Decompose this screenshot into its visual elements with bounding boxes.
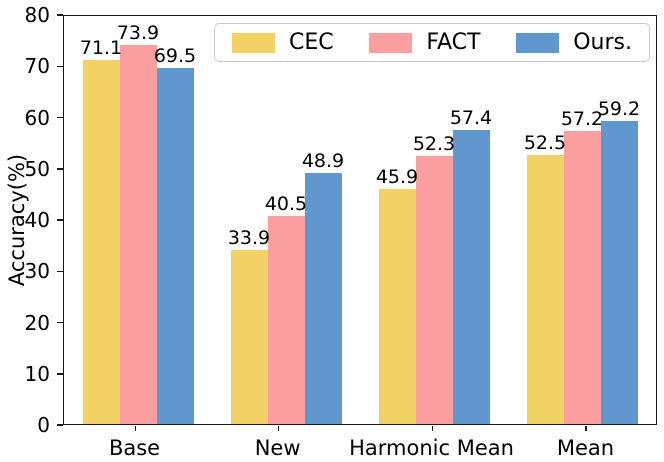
bar-value-label: 33.9 xyxy=(227,227,271,250)
bar-fact xyxy=(119,45,157,424)
bar-value-label: 57.4 xyxy=(449,106,493,129)
y-tick-mark xyxy=(57,65,63,67)
legend-label: CEC xyxy=(289,30,334,55)
y-tick-mark xyxy=(57,321,63,324)
legend-item-ours: Ours. xyxy=(516,30,632,55)
bar-value-label: 71.1 xyxy=(79,36,123,59)
legend-label: FACT xyxy=(426,30,481,55)
bar-cec xyxy=(230,250,268,424)
y-axis: 0 10 20 30 40 50 60 70 80 xyxy=(0,3,63,437)
bar-column: 45.9 xyxy=(375,165,419,424)
legend-swatch xyxy=(232,32,275,53)
bar-ours xyxy=(600,120,638,424)
bar-value-label: 52.5 xyxy=(523,131,567,154)
bar-value-label: 69.5 xyxy=(153,44,197,67)
bar-value-label: 59.2 xyxy=(597,97,641,120)
y-tick-label: 70 xyxy=(24,54,50,79)
y-tick-label: 60 xyxy=(24,105,50,130)
bar-fact xyxy=(415,155,453,424)
x-tick-cell: Base xyxy=(63,425,206,461)
y-tick-label: 0 xyxy=(37,413,50,437)
bar-column: 48.9 xyxy=(301,150,345,424)
x-tick-mark xyxy=(585,426,587,431)
y-tick-mark xyxy=(57,14,63,16)
bar-fact xyxy=(563,130,601,424)
x-tick-cell: New xyxy=(206,425,349,461)
x-tick-mark xyxy=(277,426,280,431)
bar-cec xyxy=(82,59,120,424)
y-tick-label: 20 xyxy=(24,310,50,335)
bar-group-base: 71.1 73.9 69.5 xyxy=(64,16,212,424)
x-tick-label: Harmonic Mean xyxy=(349,436,514,460)
bar-ours xyxy=(156,67,194,424)
bar-column: 59.2 xyxy=(597,97,641,424)
bar-column: 57.4 xyxy=(449,106,493,424)
legend-label: Ours. xyxy=(573,30,632,55)
bar-value-label: 73.9 xyxy=(116,22,160,45)
bar-value-label: 57.2 xyxy=(560,107,604,130)
x-tick-cell: Mean xyxy=(514,425,657,461)
bar-value-label: 48.9 xyxy=(301,150,345,173)
bar-value-label: 52.3 xyxy=(412,132,456,155)
y-tick-mark xyxy=(57,270,63,272)
bar-column: 33.9 xyxy=(227,227,271,424)
bar-column: 73.9 xyxy=(116,22,160,424)
bar-column: 71.1 xyxy=(79,36,123,424)
bar-ours xyxy=(452,129,490,424)
y-tick-label: 10 xyxy=(24,361,50,386)
bar-column: 69.5 xyxy=(153,44,197,424)
x-tick-cell: Harmonic Mean xyxy=(349,425,514,461)
y-tick-mark xyxy=(57,424,63,426)
y-tick-label: 40 xyxy=(24,208,50,232)
bar-value-label: 40.5 xyxy=(264,193,308,216)
bar-cec xyxy=(526,154,564,424)
legend-item-fact: FACT xyxy=(369,30,480,55)
bar-group-new: 33.9 40.5 48.9 xyxy=(212,16,360,424)
x-tick-label: Base xyxy=(108,436,161,460)
y-tick-mark xyxy=(57,373,63,375)
y-tick-label: 30 xyxy=(24,259,50,284)
bar-column: 40.5 xyxy=(264,193,308,424)
y-tick-mark xyxy=(57,116,63,119)
x-tick-mark xyxy=(431,426,434,431)
x-tick-mark xyxy=(134,426,137,431)
legend: CEC FACT Ours. xyxy=(214,23,650,62)
bar-cec xyxy=(378,188,416,424)
bar-column: 57.2 xyxy=(560,107,604,424)
bar-groups: 71.1 73.9 69.5 33.9 40.5 48.9 45.9 52.3 57.4 52.5… xyxy=(64,16,656,424)
bar-fact xyxy=(267,216,305,424)
bar-column: 52.5 xyxy=(523,131,567,424)
y-tick-label: 80 xyxy=(24,3,50,27)
legend-swatch xyxy=(516,32,560,53)
bar-value-label: 45.9 xyxy=(375,165,419,188)
x-tick-label: New xyxy=(254,436,301,460)
legend-item-cec: CEC xyxy=(232,30,334,55)
x-axis: Base New Harmonic Mean Mean xyxy=(63,425,657,461)
y-tick-label: 50 xyxy=(24,156,50,181)
legend-swatch xyxy=(369,32,413,53)
bar-group-mean: 52.5 57.2 59.2 xyxy=(508,16,656,424)
bar-group-harmonic-mean: 45.9 52.3 57.4 xyxy=(360,16,508,424)
y-tick-mark xyxy=(57,219,63,221)
plot-area: 71.1 73.9 69.5 33.9 40.5 48.9 45.9 52.3 57.4 52.5… xyxy=(63,15,657,425)
bar-ours xyxy=(304,173,342,424)
x-tick-label: Mean xyxy=(556,436,615,460)
bar-column: 52.3 xyxy=(412,132,456,424)
y-tick-mark xyxy=(57,168,63,170)
